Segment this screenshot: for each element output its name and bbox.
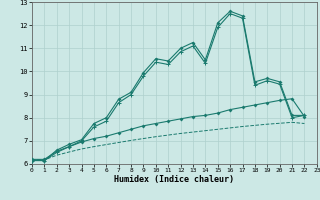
X-axis label: Humidex (Indice chaleur): Humidex (Indice chaleur)	[115, 175, 234, 184]
